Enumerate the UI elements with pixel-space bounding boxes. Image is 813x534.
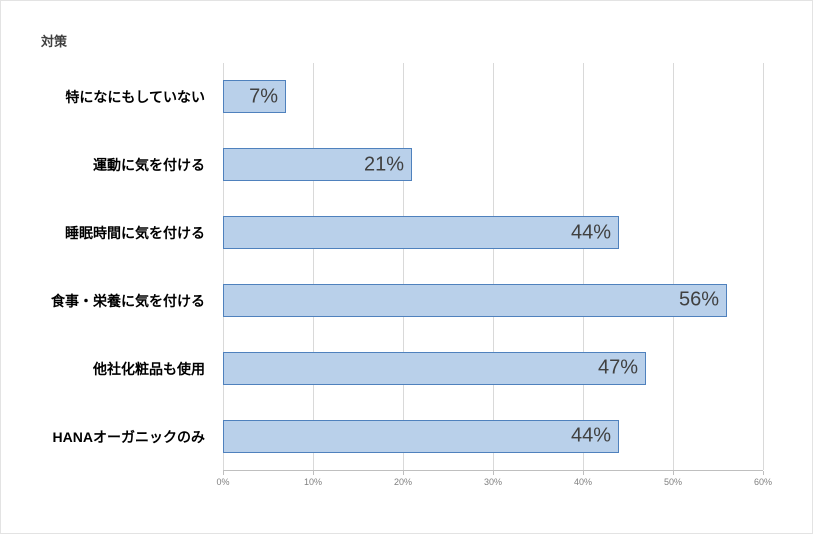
bar-value-label: 7%: [249, 85, 278, 108]
bar: 7%: [223, 80, 286, 114]
bar-row: 44%: [223, 402, 763, 470]
bar-value-label: 21%: [363, 153, 404, 176]
x-axis-tick-label: 30%: [483, 477, 503, 487]
gridline: [223, 63, 224, 470]
chart-title: 対策: [41, 34, 68, 49]
category-axis: 特になにもしていない運動に気を付ける睡眠時間に気を付ける食事・栄養に気を付ける他…: [1, 63, 215, 471]
x-axis-tick-label: 40%: [573, 477, 593, 487]
x-axis-tick-mark: [403, 471, 404, 475]
x-axis-tick-mark: [583, 471, 584, 475]
bar: 21%: [223, 148, 412, 182]
x-axis-tick-mark: [763, 471, 764, 475]
gridline: [583, 63, 584, 470]
gridline: [763, 63, 764, 470]
bar-value-label: 44%: [570, 221, 611, 244]
plot-area: 7% 21% 44% 56% 47% 44%: [223, 63, 764, 471]
x-axis-tick-label: 60%: [753, 477, 773, 487]
x-axis-tick-label: 50%: [663, 477, 683, 487]
bar-row: 21%: [223, 131, 763, 199]
bar-row: 7%: [223, 63, 763, 131]
gridline: [673, 63, 674, 470]
bar: 47%: [223, 351, 646, 385]
bar-row: 44%: [223, 199, 763, 267]
category-label: 食事・栄養に気を付ける: [51, 293, 205, 309]
x-axis-tick-mark: [493, 471, 494, 475]
bar-value-label: 47%: [597, 356, 638, 379]
gridline: [403, 63, 404, 470]
bar-row: 56%: [223, 266, 763, 334]
x-axis-tick-mark: [673, 471, 674, 475]
x-axis: 0% 10% 20% 30% 40% 50% 60%: [216, 471, 772, 491]
bar: 44%: [223, 216, 619, 250]
x-axis-tick-mark: [223, 471, 224, 475]
bar-value-label: 56%: [678, 288, 719, 311]
category-label: 特になにもしていない: [65, 89, 205, 105]
category-label: 睡眠時間に気を付ける: [65, 225, 205, 241]
bar-row: 47%: [223, 334, 763, 402]
bar-value-label: 44%: [570, 424, 611, 447]
x-axis-tick-mark: [313, 471, 314, 475]
gridline: [493, 63, 494, 470]
category-label: 他社化粧品も使用: [93, 361, 205, 377]
gridline: [313, 63, 314, 470]
category-label: 運動に気を付ける: [93, 157, 205, 173]
x-axis-tick-label: 20%: [393, 477, 413, 487]
category-label: HANAオーガニックのみ: [52, 429, 205, 445]
x-axis-tick-label: 10%: [303, 477, 323, 487]
x-axis-tick-label: 0%: [216, 477, 230, 487]
bar: 44%: [223, 419, 619, 453]
bar-series: 7% 21% 44% 56% 47% 44%: [223, 63, 763, 470]
bar: 56%: [223, 283, 727, 317]
